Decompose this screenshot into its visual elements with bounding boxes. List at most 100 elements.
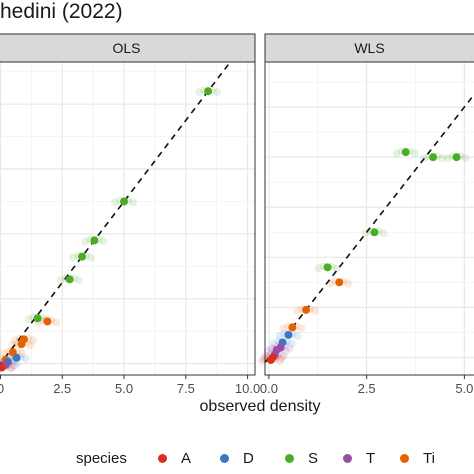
x-tick-label: 0: [0, 381, 4, 396]
x-tick-label: 5.0: [455, 381, 473, 396]
point-a: [0, 363, 6, 372]
point-replicate: [293, 331, 302, 340]
point-replicate: [297, 324, 306, 333]
point-replicate: [81, 237, 90, 246]
legend-item-a: A: [158, 450, 191, 467]
point-replicate: [74, 276, 83, 285]
point-replicate: [10, 361, 19, 370]
point-replicate: [129, 198, 138, 207]
legend-item-ti: Ti: [400, 450, 435, 467]
legend-label: A: [181, 450, 192, 467]
point-replicate: [17, 349, 26, 358]
point-replicate: [275, 331, 284, 340]
point-replicate: [293, 306, 302, 315]
point-s: [370, 228, 379, 237]
point-replicate: [279, 351, 288, 360]
point-s: [120, 197, 129, 206]
point-replicate: [461, 154, 470, 163]
x-tick-label: 5.0: [115, 381, 133, 396]
point-ti: [43, 317, 52, 326]
legend-swatch: [158, 454, 167, 463]
point-replicate: [438, 154, 447, 163]
point-a: [266, 355, 275, 364]
facet-strip: [264, 33, 474, 63]
x-tick-label: 2.5: [53, 381, 71, 396]
legend-swatch: [220, 454, 229, 463]
legend-label: T: [366, 450, 376, 467]
x-tick-label: 2.5: [358, 381, 376, 396]
point-replicate: [285, 344, 294, 353]
legend-item-s: S: [285, 450, 318, 467]
point-replicate: [111, 198, 120, 207]
point-replicate: [69, 253, 78, 262]
point-replicate: [8, 341, 17, 350]
panel-ols: OLS 0 2.5 5.0 7.5 10.0: [0, 33, 260, 396]
identity-line: [0, 61, 231, 366]
point-replicate: [24, 315, 33, 324]
point-s: [65, 275, 74, 284]
point-replicate: [410, 149, 419, 158]
legend-label: D: [243, 450, 254, 467]
panel-wls: WLS 0.0 2.5 5.0: [257, 33, 474, 396]
legend-swatch: [400, 454, 409, 463]
point-replicate: [263, 346, 272, 355]
point-s: [204, 87, 213, 96]
legend-swatch: [285, 454, 294, 463]
legend-title: species: [76, 450, 127, 467]
point-replicate: [26, 341, 35, 350]
x-axis-label: observed density: [199, 398, 321, 415]
point-replicate: [257, 356, 266, 365]
chart-title: hedini (2022): [0, 0, 123, 23]
point-replicate: [10, 336, 19, 345]
point-s: [429, 153, 438, 162]
point-replicate: [311, 306, 320, 315]
point-ti: [288, 323, 297, 332]
panel-border: [0, 61, 256, 376]
panel-border: [264, 61, 474, 376]
point-replicate: [277, 354, 286, 363]
point-replicate: [213, 88, 222, 97]
point-replicate: [56, 276, 65, 285]
point-replicate: [195, 88, 204, 97]
point-ti: [335, 278, 344, 287]
point-replicate: [314, 264, 323, 273]
legend-swatch: [343, 454, 352, 463]
point-s: [401, 148, 410, 157]
legend-label: S: [308, 450, 319, 467]
point-replicate: [344, 279, 353, 288]
point-s: [33, 314, 42, 323]
point-replicate: [275, 356, 284, 365]
point-s: [452, 153, 461, 162]
x-tick-label: 10.0: [235, 381, 260, 396]
point-replicate: [269, 339, 278, 348]
point-replicate: [21, 354, 30, 363]
facet-strip-label: OLS: [112, 40, 140, 56]
legend-item-t: T: [343, 450, 375, 467]
point-replicate: [87, 253, 96, 262]
identity-line: [264, 93, 474, 363]
point-replicate: [28, 336, 37, 345]
point-ti: [17, 340, 26, 349]
point-ti: [302, 305, 311, 314]
x-tick-label: 7.5: [177, 381, 195, 396]
point-d: [12, 353, 21, 362]
point-s: [78, 252, 87, 261]
point-replicate: [279, 324, 288, 333]
point-replicate: [379, 229, 388, 238]
panel-background: [265, 62, 474, 375]
point-replicate: [287, 339, 296, 348]
point-d: [284, 330, 293, 339]
legend-item-d: D: [220, 450, 254, 467]
point-replicate: [443, 154, 452, 163]
panel-background: [0, 62, 255, 375]
point-replicate: [52, 318, 61, 327]
point-replicate: [332, 264, 341, 273]
legend-label: Ti: [423, 450, 435, 467]
x-tick-label: 0.0: [260, 381, 278, 396]
point-replicate: [392, 149, 401, 158]
facet-strip-label: WLS: [354, 40, 384, 56]
point-s: [90, 236, 99, 245]
point-s: [323, 263, 332, 272]
point-replicate: [99, 237, 108, 246]
